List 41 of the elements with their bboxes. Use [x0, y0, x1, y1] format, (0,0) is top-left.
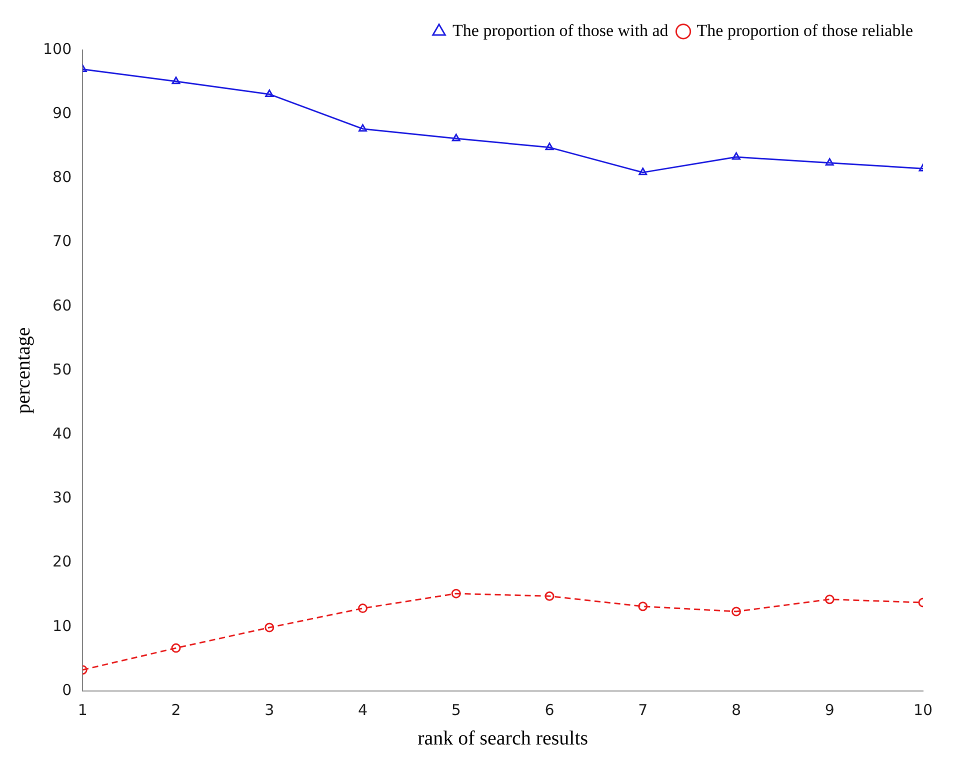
x-tick-label: 7	[638, 700, 648, 719]
x-tick-label: 10	[913, 700, 933, 719]
point	[638, 168, 648, 176]
x-axis-title: rank of search results	[418, 727, 588, 750]
y-tick-label: 10	[52, 616, 72, 635]
point	[638, 602, 648, 612]
y-tick-label: 20	[52, 552, 72, 571]
legend-label: The proportion of those reliable	[696, 20, 914, 40]
point	[172, 76, 180, 84]
y-tick-label: 40	[52, 424, 72, 442]
x-tick-label: 9	[824, 700, 834, 719]
point	[825, 158, 834, 166]
x-tick-label: 5	[451, 700, 461, 719]
point	[264, 622, 274, 632]
y-tick-label: 100	[42, 40, 72, 58]
y-tick-label: 0	[62, 680, 72, 699]
y-tick-label: 80	[52, 168, 72, 186]
x-tick-label: 6	[544, 700, 554, 719]
y-axis-title: percentage	[12, 327, 34, 414]
y-tick-label: 90	[52, 104, 72, 122]
x-tick-label: 4	[358, 700, 368, 719]
point	[171, 643, 181, 653]
point	[824, 594, 834, 604]
point	[545, 142, 554, 150]
point	[358, 124, 367, 132]
point	[358, 604, 368, 614]
x-tick-label: 8	[731, 700, 742, 719]
point	[732, 152, 740, 160]
y-tick-label: 60	[52, 296, 72, 314]
y-tick-label: 50	[52, 360, 72, 378]
x-tick-label: 1	[78, 700, 88, 719]
legend-label: The proportion of those with ad	[452, 20, 669, 40]
point	[265, 89, 274, 97]
y-tick-label: 30	[52, 488, 72, 507]
point	[544, 591, 554, 601]
y-tick-label: 70	[52, 232, 72, 250]
point	[451, 588, 461, 598]
point	[452, 134, 460, 142]
x-tick-label: 3	[264, 700, 274, 719]
point	[732, 606, 741, 616]
x-tick-label: 2	[171, 700, 181, 719]
